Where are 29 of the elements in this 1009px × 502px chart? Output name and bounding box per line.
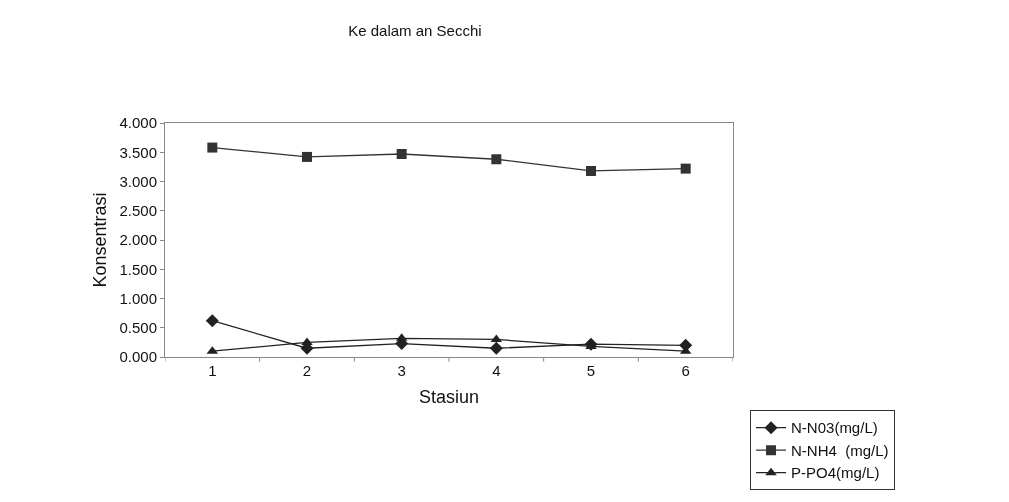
point	[207, 142, 218, 153]
point	[680, 163, 691, 174]
point	[491, 154, 502, 165]
point	[205, 314, 219, 328]
x-tick-label: 5	[586, 362, 596, 379]
y-tick-label: 2.500	[119, 202, 157, 219]
y-tick-label: 0.000	[119, 348, 157, 366]
y-tick-label: 4.000	[119, 114, 157, 132]
y-axis-title: Konsentrasi	[89, 192, 110, 288]
point	[302, 151, 312, 162]
point	[489, 341, 503, 355]
x-tick-label: 2	[302, 362, 312, 379]
point	[586, 165, 596, 176]
x-tick-label: 6	[681, 362, 690, 379]
legend-label: N-NH4 (mg/L)	[791, 441, 889, 459]
legend-label: P-PO4(mg/L)	[791, 464, 880, 482]
y-tick-label: 3.500	[119, 143, 157, 161]
y-tick-label: 1.500	[119, 260, 157, 278]
y-tick-label: 2.000	[119, 231, 157, 249]
legend-label: N-N03(mg/L)	[791, 419, 878, 437]
point	[396, 149, 407, 159]
x-tick-label: 1	[208, 362, 217, 379]
chart-title: Ke dalam an Secchi	[348, 21, 482, 39]
y-tick-label: 3.000	[119, 172, 157, 190]
x-tick-label: 4	[492, 362, 501, 379]
y-tick-label: 0.500	[119, 319, 157, 336]
x-axis-title: Stasiun	[418, 387, 480, 408]
x-tick-label: 3	[397, 362, 406, 379]
y-tick-label: 1.000	[119, 289, 157, 307]
